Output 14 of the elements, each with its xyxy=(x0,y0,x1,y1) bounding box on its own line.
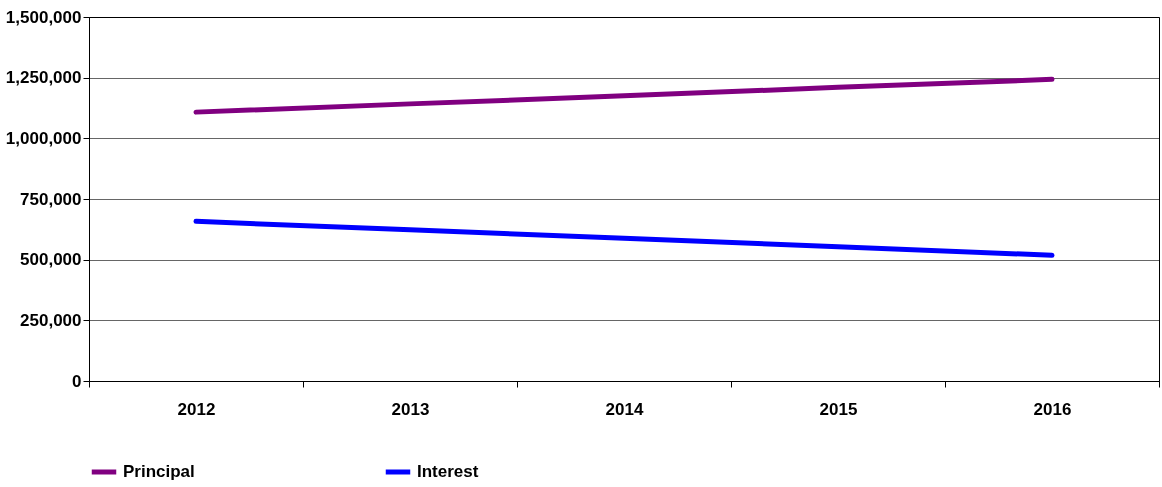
y-tick-label: 750,000 xyxy=(20,189,82,209)
legend-label: Interest xyxy=(417,462,479,481)
x-tick-label: 2015 xyxy=(819,399,858,419)
y-tick-label: 1,000,000 xyxy=(5,128,82,148)
x-tick-label: 2016 xyxy=(1033,399,1072,419)
legend-label: Principal xyxy=(123,462,195,481)
y-tick-label: 1,500,000 xyxy=(5,7,82,27)
x-tick-label: 2012 xyxy=(177,399,216,419)
y-tick-label: 500,000 xyxy=(20,250,82,270)
y-tick-label: 0 xyxy=(72,371,82,391)
y-tick-label: 1,250,000 xyxy=(5,68,82,88)
x-tick-label: 2014 xyxy=(605,399,644,419)
x-tick-label: 2013 xyxy=(391,399,430,419)
y-tick-label: 250,000 xyxy=(20,310,82,330)
